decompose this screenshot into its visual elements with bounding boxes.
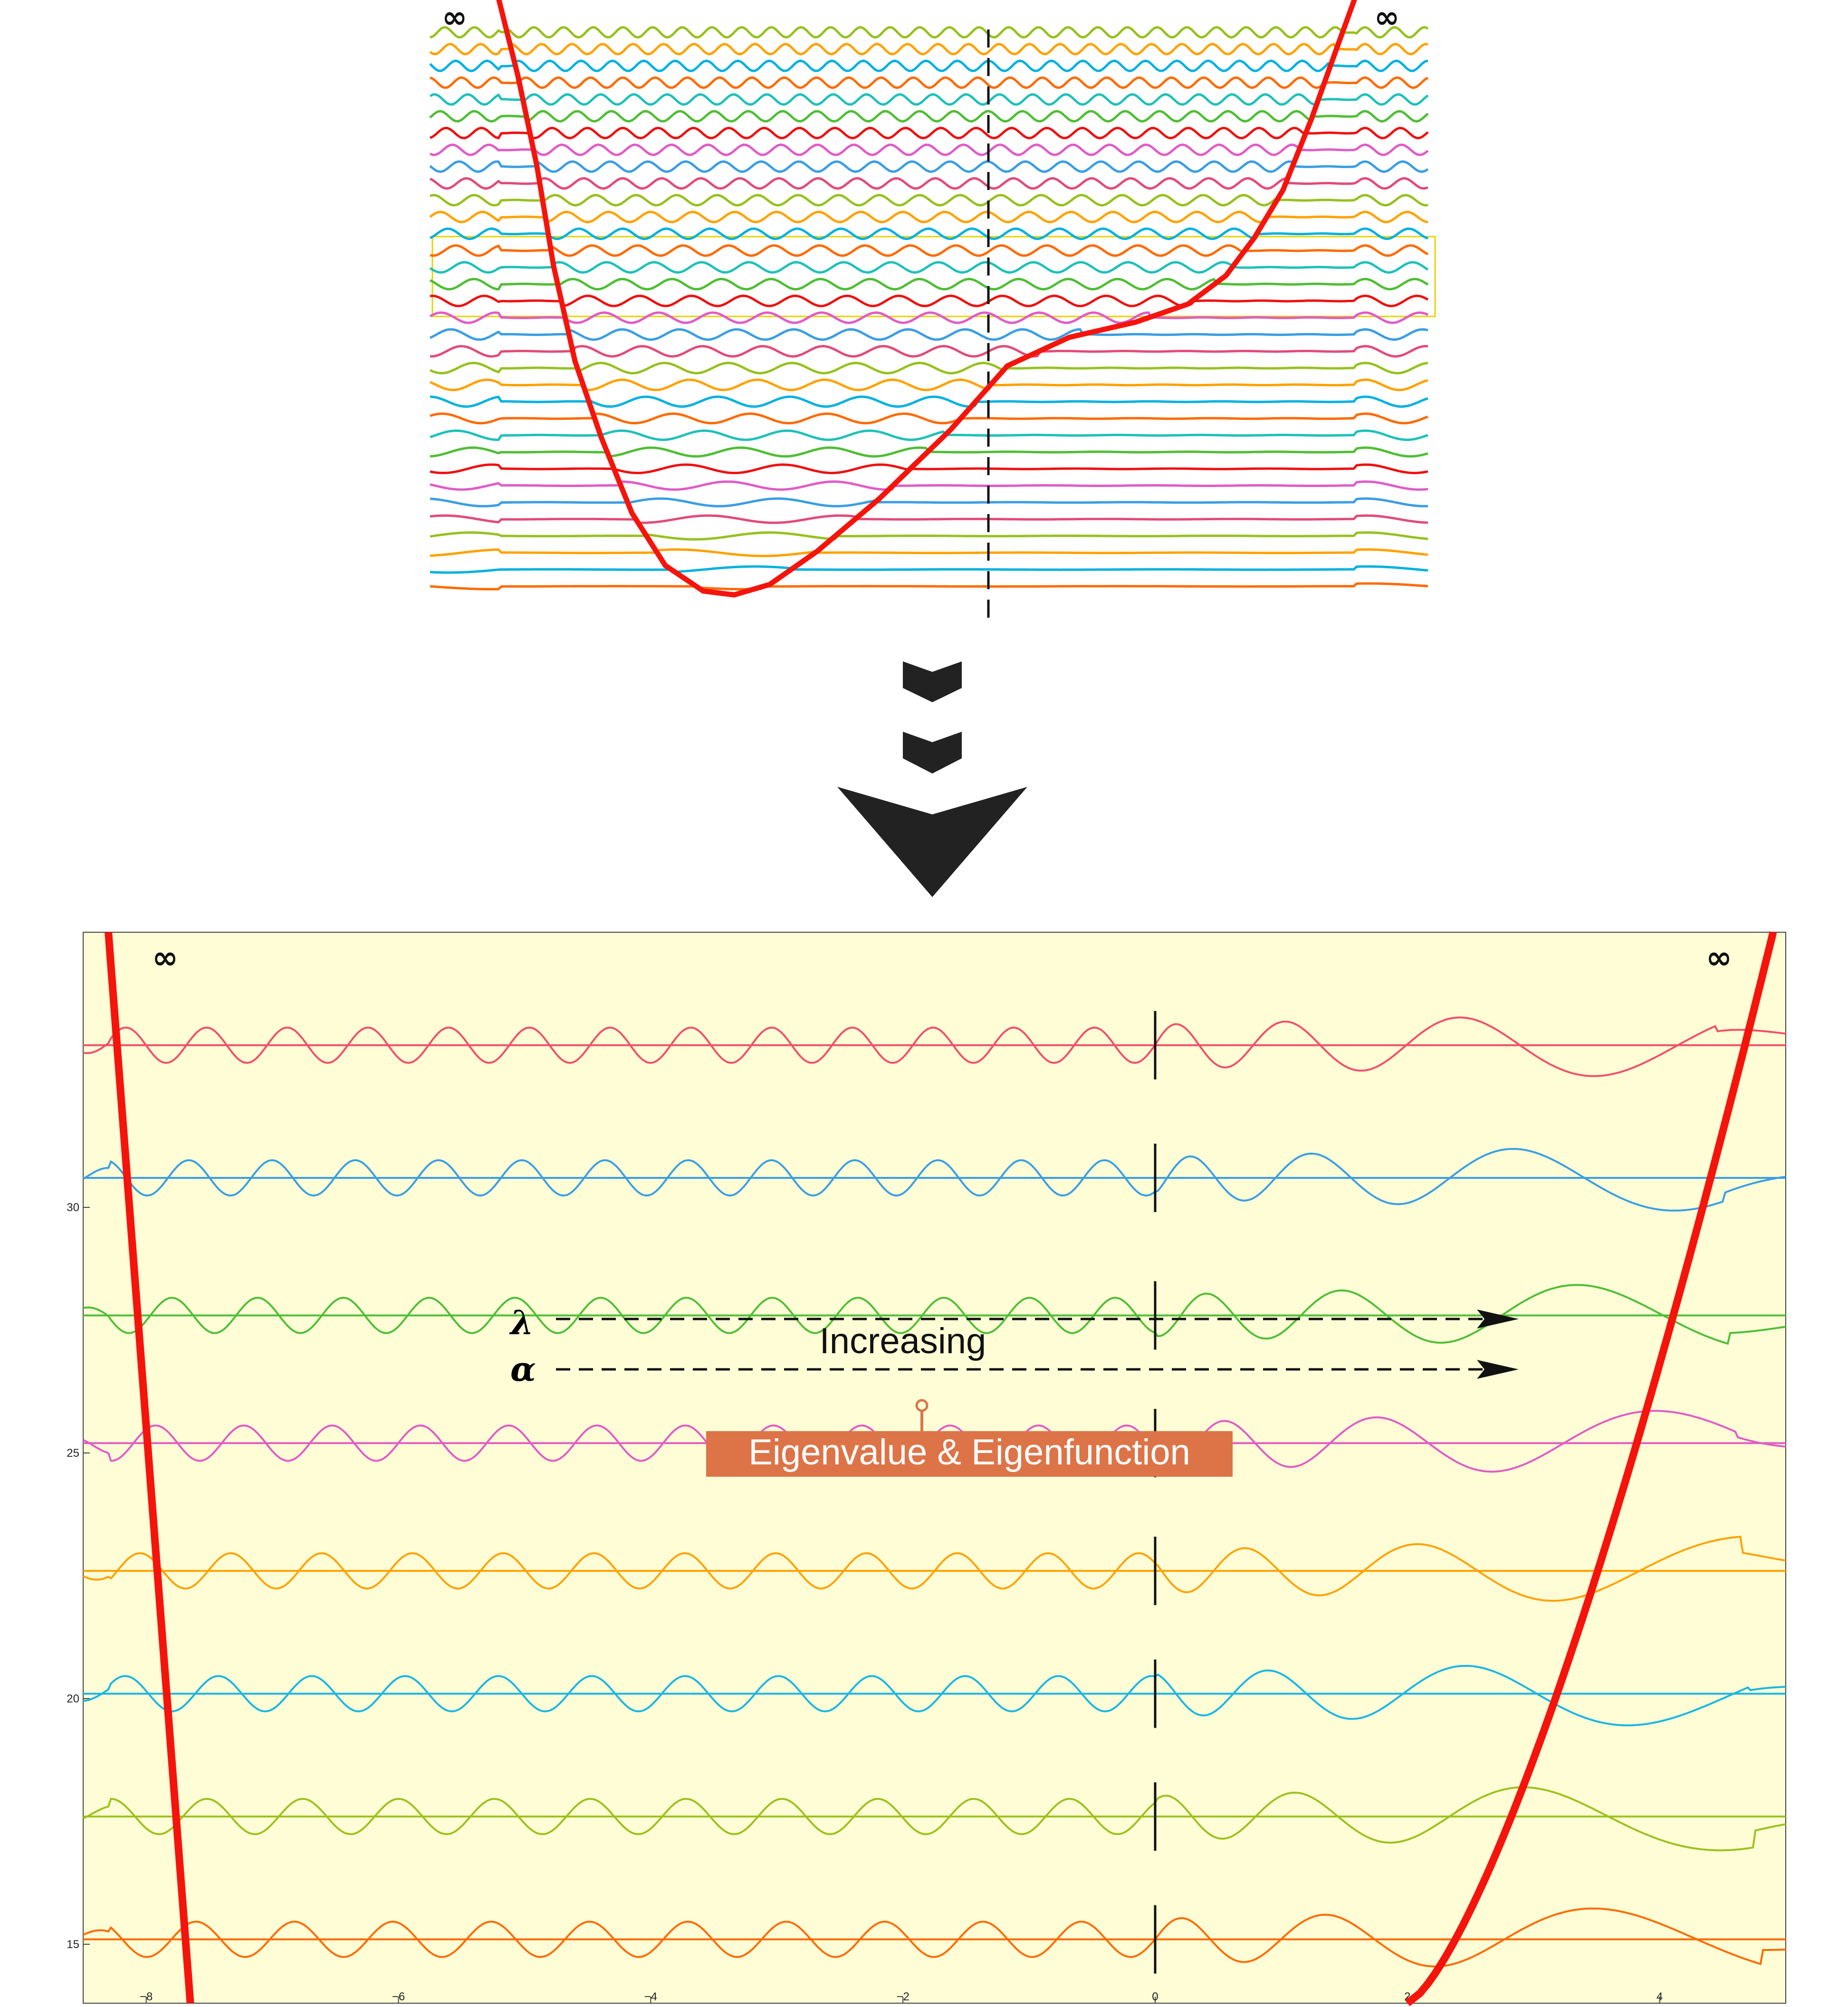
overview-eigenfunction-line: [430, 531, 1428, 541]
overview-eigenfunction-line: [429, 328, 1428, 341]
overview-eigenfunction-line: [429, 210, 1428, 224]
overview-eigenfunction-line: [430, 26, 1429, 39]
detail-infinity-left: ∞: [152, 939, 178, 976]
eigenfunction-curve: [83, 1786, 1786, 1852]
overview-eigenfunction-line: [429, 311, 1428, 325]
x-tick-label: −6: [392, 1990, 405, 2003]
increasing-label: Increasing: [820, 1321, 986, 1361]
y-tick-label: 30: [67, 1201, 79, 1214]
overview-eigenfunction-line: [429, 59, 1428, 72]
x-tick-label: −2: [896, 1990, 909, 2003]
overview-eigenfunction-line: [430, 429, 1428, 441]
overview-eigenfunction-line: [430, 514, 1428, 524]
overview-eigenfunction-line: [429, 110, 1429, 123]
overview-eigenfunction-line: [429, 126, 1429, 140]
overview-eigenfunction-line: [430, 412, 1428, 425]
overview-eigenfunction-line: [430, 463, 1428, 475]
eigenfunction-curve: [83, 1907, 1786, 1968]
overview-chart: ∞ ∞: [429, 0, 1436, 618]
eigen-callout: Eigenvalue & Eigenfunction: [706, 1399, 1233, 1477]
overview-eigenfunction-line: [429, 42, 1428, 56]
overview-eigenfunction-line: [429, 177, 1428, 190]
alpha-symbol: α: [510, 1349, 536, 1389]
overview-eigenfunction-line: [430, 362, 1428, 375]
x-tick-label: 0: [1152, 1990, 1158, 2003]
overview-eigenfunction-line: [430, 565, 1428, 574]
chevron-down-icon: [903, 661, 962, 702]
eigenfunction-curve: [83, 1665, 1786, 1727]
overview-eigenfunction-line: [430, 244, 1429, 257]
eigenfunction-curve: [82, 1147, 1786, 1212]
y-tick-label: 25: [67, 1447, 79, 1460]
overview-eigenfunction-line: [430, 497, 1428, 507]
arrowhead-right-icon: [1477, 1360, 1519, 1379]
overview-eigenfunction-line: [430, 344, 1428, 358]
y-tick-label: 20: [67, 1692, 79, 1705]
overview-eigenfunction-line: [429, 277, 1429, 291]
arrowhead-right-icon: [1477, 1309, 1519, 1328]
x-tick-label: −4: [644, 1990, 657, 2003]
overview-infinity-left: ∞: [442, 0, 467, 35]
x-tick-label: 4: [1656, 1990, 1663, 2003]
detail-potential-right-wall: [1405, 931, 1777, 2007]
y-tick-label: 15: [67, 1938, 79, 1951]
callout-badge: [706, 1431, 1233, 1477]
increasing-annotation: λ α Increasing: [509, 1303, 1519, 1389]
overview-eigenfunction-line: [430, 395, 1428, 408]
overview-eigenfunction-line: [430, 582, 1428, 591]
eigenfunction-curve: [83, 1016, 1786, 1077]
overview-eigenfunction-line: [430, 480, 1428, 491]
overview-eigenfunction-line: [430, 76, 1429, 89]
overview-eigenfunction-line: [429, 261, 1429, 274]
overview-eigenfunction-line: [429, 227, 1428, 240]
detail-potential-left-wall: [105, 932, 194, 2004]
overview-eigenfunctions: [429, 26, 1429, 591]
overview-potential-curve: [496, 0, 1357, 598]
chevron-down-icon: [903, 732, 962, 774]
overview-eigenfunction-line: [430, 294, 1429, 307]
overview-eigenfunction-line: [429, 93, 1429, 106]
overview-eigenfunction-line: [430, 378, 1428, 392]
callout-badge-label: Eigenvalue & Eigenfunction: [748, 1432, 1190, 1472]
overview-infinity-right: ∞: [1374, 0, 1399, 35]
highlight-range-box: [431, 236, 1436, 317]
eigenfunction-curve: [83, 1536, 1786, 1602]
overview-eigenfunction-line: [429, 160, 1429, 173]
lambda-symbol: λ: [509, 1303, 534, 1342]
arrowhead-down-icon: [837, 787, 1027, 897]
detail-infinity-right: ∞: [1706, 939, 1732, 976]
x-tick-label: −8: [140, 1990, 153, 2003]
transition-arrows: [837, 661, 1027, 897]
overview-eigenfunction-line: [430, 548, 1428, 557]
overview-eigenfunction-line: [430, 143, 1429, 156]
overview-eigenfunction-line: [430, 193, 1428, 207]
